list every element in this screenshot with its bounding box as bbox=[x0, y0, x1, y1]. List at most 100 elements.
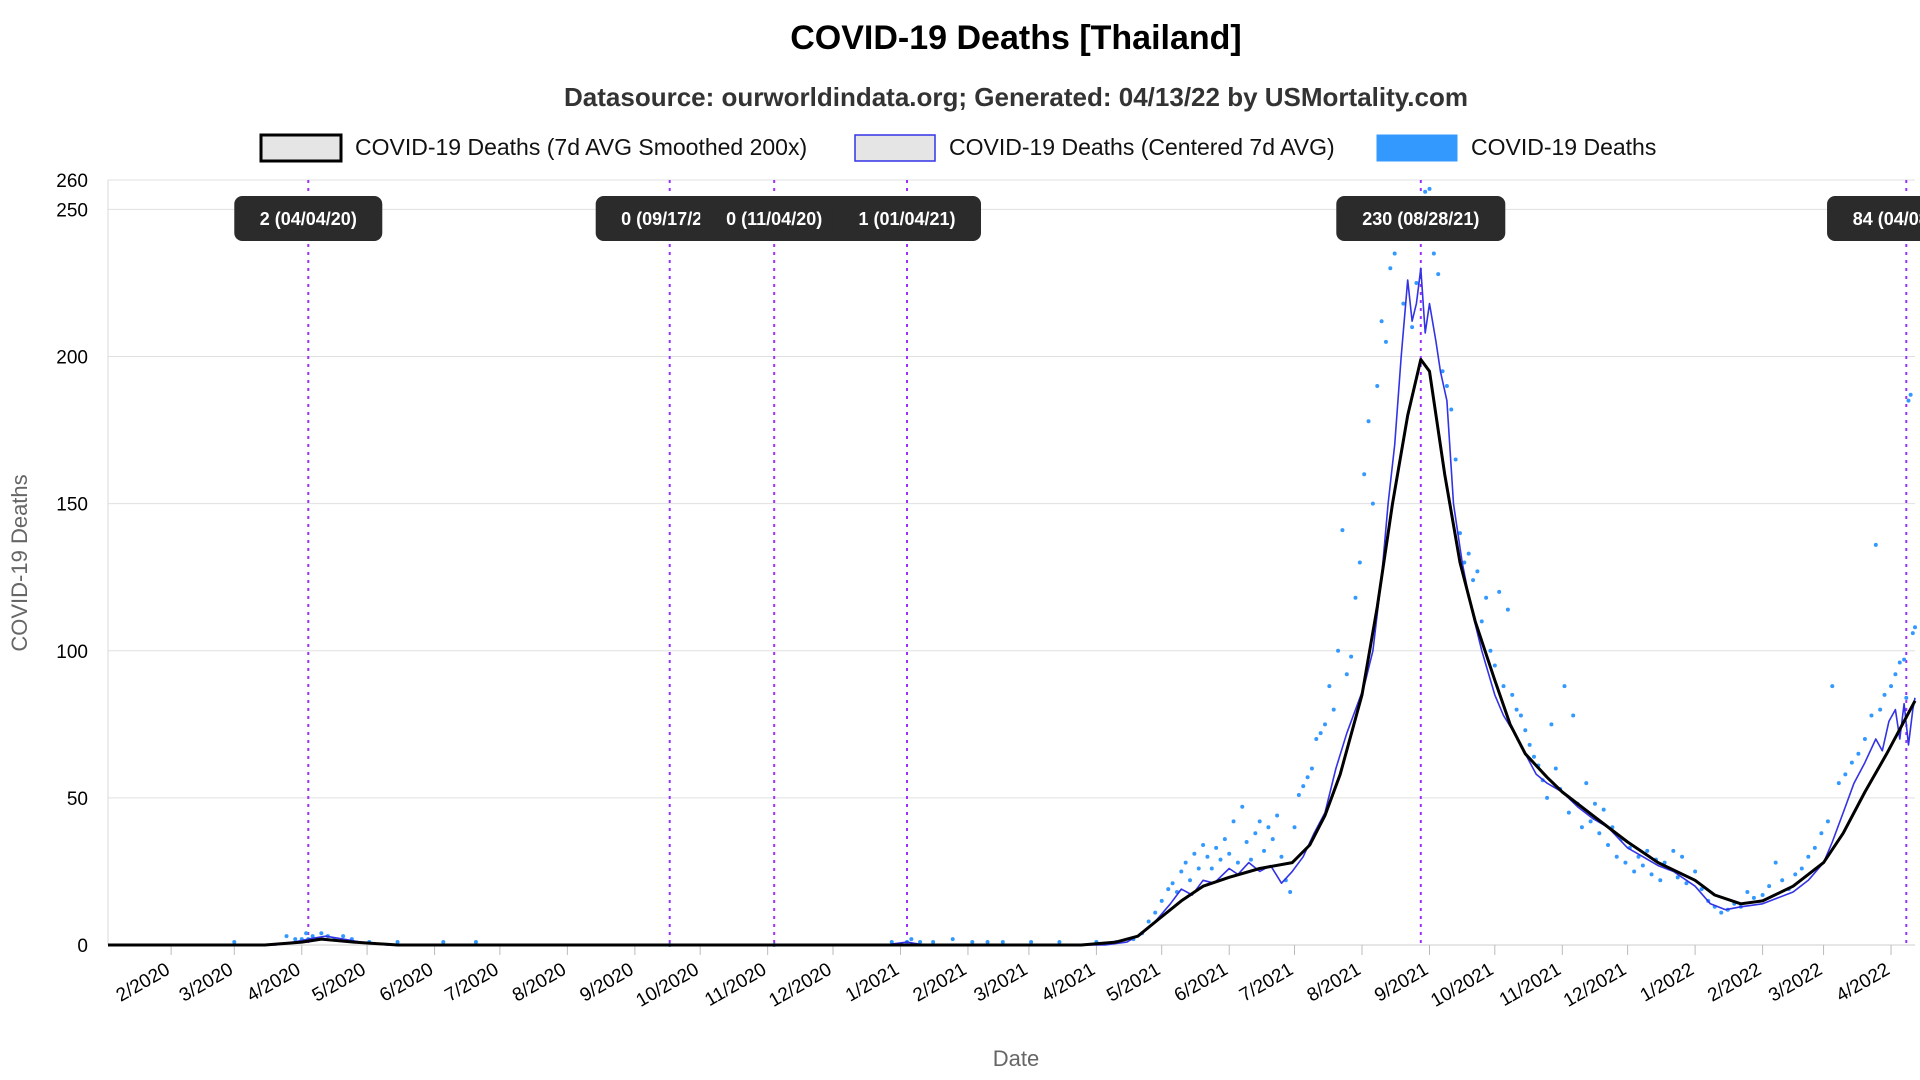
data-point bbox=[1632, 869, 1637, 874]
x-tick-label: 5/2021 bbox=[1103, 959, 1164, 1006]
x-tick-label: 10/2020 bbox=[633, 959, 703, 1012]
data-point bbox=[341, 934, 346, 939]
data-point bbox=[1410, 325, 1415, 330]
data-point bbox=[1571, 713, 1576, 718]
data-point bbox=[1878, 707, 1883, 712]
data-point bbox=[1699, 887, 1704, 892]
data-point bbox=[1257, 819, 1262, 824]
annotation-text: 230 (08/28/21) bbox=[1362, 209, 1479, 229]
annotation-text: 0 (11/04/20) bbox=[726, 209, 822, 229]
data-point bbox=[1505, 607, 1510, 612]
data-point bbox=[1562, 684, 1567, 689]
data-point bbox=[310, 934, 315, 939]
data-point bbox=[441, 940, 446, 945]
data-point bbox=[1658, 878, 1663, 883]
data-point bbox=[1414, 280, 1419, 285]
y-tick-label: 260 bbox=[56, 171, 88, 192]
data-point bbox=[1170, 881, 1175, 886]
x-tick-label: 2/2021 bbox=[910, 959, 971, 1006]
data-point bbox=[1671, 848, 1676, 853]
annotation-label: 2 (04/04/20) bbox=[234, 196, 383, 241]
data-point bbox=[1479, 619, 1484, 624]
legend-swatch bbox=[259, 133, 343, 163]
data-point bbox=[1440, 369, 1445, 374]
annotation-text: 2 (04/04/20) bbox=[260, 209, 357, 229]
data-point bbox=[1492, 663, 1497, 668]
data-point bbox=[1849, 760, 1854, 765]
data-point bbox=[1514, 707, 1519, 712]
legend-label: COVID-19 Deaths bbox=[1471, 134, 1656, 160]
data-point bbox=[1383, 339, 1388, 344]
data-point bbox=[1340, 528, 1345, 533]
data-point bbox=[1645, 848, 1650, 853]
x-tick-label: 12/2021 bbox=[1560, 959, 1630, 1012]
data-point bbox=[1323, 722, 1328, 727]
data-point bbox=[1235, 860, 1240, 865]
data-point bbox=[950, 937, 955, 942]
legend-item[interactable]: COVID-19 Deaths bbox=[1376, 134, 1656, 162]
data-point bbox=[1545, 795, 1550, 800]
data-point bbox=[1902, 657, 1907, 662]
annotation-label: 230 (08/28/21) bbox=[1336, 196, 1506, 241]
data-point bbox=[1146, 919, 1151, 924]
data-point bbox=[1623, 860, 1628, 865]
annotation-label: 0 (11/04/20) bbox=[700, 196, 849, 241]
legend-item[interactable]: COVID-19 Deaths (Centered 7d AVG) bbox=[854, 134, 1335, 162]
x-tick-label: 9/2021 bbox=[1371, 959, 1432, 1006]
annotation-box bbox=[700, 196, 849, 241]
data-point bbox=[970, 940, 975, 945]
data-point bbox=[1606, 842, 1611, 847]
data-point bbox=[1244, 840, 1249, 845]
data-point bbox=[1153, 910, 1158, 915]
data-point bbox=[1889, 684, 1894, 689]
data-point bbox=[1566, 810, 1571, 815]
data-point bbox=[1862, 737, 1867, 742]
data-point bbox=[1029, 940, 1034, 945]
data-point bbox=[1423, 189, 1428, 194]
centered-avg-line bbox=[108, 267, 1916, 946]
annotation-label: 1 (01/04/21) bbox=[832, 196, 981, 241]
data-point bbox=[1375, 383, 1380, 388]
x-tick-label: 3/2021 bbox=[971, 959, 1032, 1006]
data-point bbox=[1318, 731, 1323, 736]
x-tick-label: 7/2021 bbox=[1236, 959, 1297, 1006]
data-point bbox=[473, 940, 478, 945]
data-point bbox=[1882, 692, 1887, 697]
data-point bbox=[985, 940, 990, 945]
data-point bbox=[1856, 751, 1861, 756]
data-point bbox=[1719, 910, 1724, 915]
x-tick-label: 1/2022 bbox=[1637, 959, 1698, 1006]
data-point bbox=[1266, 825, 1271, 830]
y-tick-label: 50 bbox=[67, 789, 88, 810]
data-point bbox=[1362, 472, 1367, 477]
x-tick-label: 11/2020 bbox=[701, 959, 770, 1011]
data-point bbox=[1301, 784, 1306, 789]
y-tick-label: 200 bbox=[56, 348, 88, 369]
data-point bbox=[889, 940, 894, 945]
data-point bbox=[1906, 398, 1911, 403]
x-tick-label: 2/2020 bbox=[113, 959, 174, 1006]
data-point bbox=[1532, 754, 1537, 759]
data-point bbox=[1305, 775, 1310, 780]
data-point bbox=[1693, 869, 1698, 874]
data-point bbox=[1893, 672, 1898, 677]
data-point bbox=[1836, 781, 1841, 786]
x-tick-label: 7/2020 bbox=[442, 959, 503, 1006]
data-point bbox=[1227, 851, 1232, 856]
chart-subtitle: Datasource: ourworldindata.org; Generate… bbox=[564, 82, 1468, 112]
data-point bbox=[1684, 881, 1689, 886]
data-point bbox=[1475, 569, 1480, 574]
data-point bbox=[1188, 878, 1193, 883]
x-tick-label: 10/2021 bbox=[1427, 959, 1497, 1012]
y-axis-title: COVID-19 Deaths bbox=[7, 474, 32, 651]
legend-item[interactable]: COVID-19 Deaths (7d AVG Smoothed 200x) bbox=[259, 133, 807, 163]
data-point bbox=[1262, 848, 1267, 853]
data-point bbox=[1510, 692, 1515, 697]
data-point bbox=[1773, 860, 1778, 865]
annotation-text: 0 (09/17/20) bbox=[621, 209, 718, 229]
data-point bbox=[1240, 804, 1245, 809]
annotation-box bbox=[1827, 196, 1920, 241]
data-point bbox=[304, 931, 309, 936]
scatter-layer bbox=[232, 186, 1917, 947]
